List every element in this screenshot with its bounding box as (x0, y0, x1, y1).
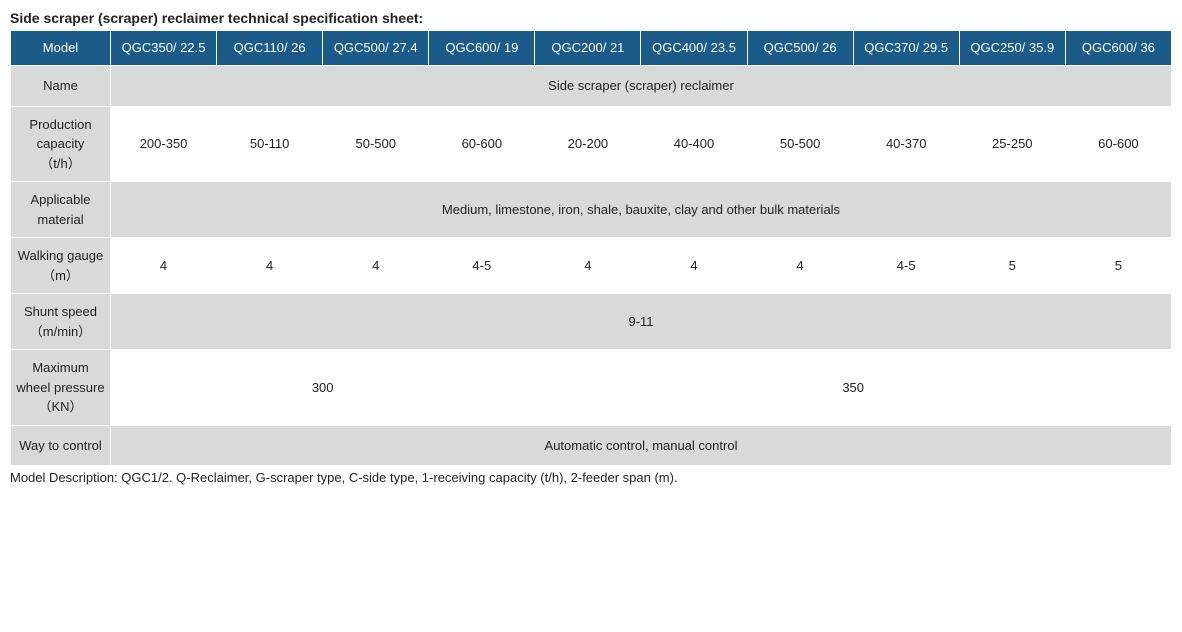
table-row: Maximum wheel pressure（KN） 300 350 (11, 350, 1172, 426)
cell: 4 (111, 238, 217, 294)
cell: 4-5 (429, 238, 535, 294)
cell: 200-350 (111, 106, 217, 182)
cell: 50-500 (747, 106, 853, 182)
cell: 4 (641, 238, 747, 294)
model-col: QGC110/ 26 (217, 31, 323, 66)
table-header-row: Model QGC350/ 22.5 QGC110/ 26 QGC500/ 27… (11, 31, 1172, 66)
model-col: QGC500/ 27.4 (323, 31, 429, 66)
table-row: Production capacity（t/h） 200-350 50-110 … (11, 106, 1172, 182)
row-full-value: Side scraper (scraper) reclaimer (111, 66, 1172, 107)
cell: 4 (747, 238, 853, 294)
model-col: QGC600/ 36 (1065, 31, 1171, 66)
model-col: QGC350/ 22.5 (111, 31, 217, 66)
cell: 40-400 (641, 106, 747, 182)
table-row: Way to control Automatic control, manual… (11, 425, 1172, 466)
cell: 5 (1065, 238, 1171, 294)
model-col: QGC370/ 29.5 (853, 31, 959, 66)
row-label: Applicable material (11, 182, 111, 238)
model-col: QGC500/ 26 (747, 31, 853, 66)
footnote: Model Description: QGC1/2. Q-Reclaimer, … (10, 470, 1172, 485)
cell: 4 (217, 238, 323, 294)
model-col: QGC250/ 35.9 (959, 31, 1065, 66)
spec-table: Model QGC350/ 22.5 QGC110/ 26 QGC500/ 27… (10, 30, 1172, 466)
cell: 4 (535, 238, 641, 294)
page-title: Side scraper (scraper) reclaimer technic… (10, 10, 1172, 26)
cell: 4-5 (853, 238, 959, 294)
row-label: Production capacity（t/h） (11, 106, 111, 182)
model-col: QGC400/ 23.5 (641, 31, 747, 66)
table-row: Applicable material Medium, limestone, i… (11, 182, 1172, 238)
row-label: Shunt speed（m/min） (11, 294, 111, 350)
cell: 60-600 (429, 106, 535, 182)
cell: 50-500 (323, 106, 429, 182)
model-col: QGC600/ 19 (429, 31, 535, 66)
table-row: Shunt speed（m/min） 9-11 (11, 294, 1172, 350)
table-body: Name Side scraper (scraper) reclaimer Pr… (11, 66, 1172, 466)
row-label: Way to control (11, 425, 111, 466)
table-row: Walking gauge（m） 4 4 4 4-5 4 4 4 4-5 5 5 (11, 238, 1172, 294)
row-full-value: Medium, limestone, iron, shale, bauxite,… (111, 182, 1172, 238)
row-full-value: 9-11 (111, 294, 1172, 350)
cell: 4 (323, 238, 429, 294)
cell: 60-600 (1065, 106, 1171, 182)
cell: 40-370 (853, 106, 959, 182)
cell: 50-110 (217, 106, 323, 182)
row-label: Name (11, 66, 111, 107)
row-label: Maximum wheel pressure（KN） (11, 350, 111, 426)
table-row: Name Side scraper (scraper) reclaimer (11, 66, 1172, 107)
header-model-label: Model (11, 31, 111, 66)
row-full-value: Automatic control, manual control (111, 425, 1172, 466)
model-col: QGC200/ 21 (535, 31, 641, 66)
row-label: Walking gauge（m） (11, 238, 111, 294)
cell: 25-250 (959, 106, 1065, 182)
cell-span: 300 (111, 350, 535, 426)
cell-span: 350 (535, 350, 1172, 426)
cell: 5 (959, 238, 1065, 294)
cell: 20-200 (535, 106, 641, 182)
